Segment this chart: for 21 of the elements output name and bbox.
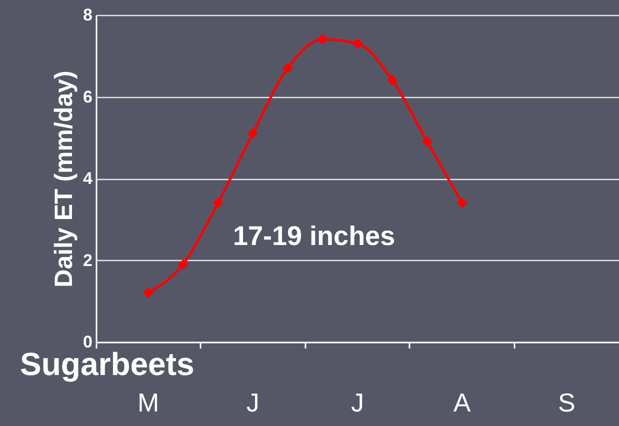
point: [387, 75, 398, 86]
x-tick-label: J: [246, 388, 260, 418]
x-tick-label: A: [453, 388, 472, 418]
point: [212, 198, 224, 208]
point: [178, 259, 188, 270]
y-tick-label: 8: [83, 6, 92, 24]
point: [143, 288, 154, 298]
x-tick-label: S: [558, 388, 576, 418]
point: [282, 62, 294, 74]
point: [422, 136, 432, 147]
y-tick-label: 2: [83, 250, 92, 270]
x-tick-label: J: [351, 388, 364, 418]
point: [456, 198, 468, 208]
point: [352, 38, 363, 49]
point: [317, 34, 328, 45]
x-tick-label: M: [137, 388, 160, 418]
y-tick-label: 4: [83, 169, 94, 188]
y-tick-label: 6: [83, 87, 92, 106]
y-axis-title: Daily ET (mm/day): [50, 70, 78, 288]
annotation: 17-19 inches: [233, 221, 396, 251]
point: [248, 128, 258, 139]
